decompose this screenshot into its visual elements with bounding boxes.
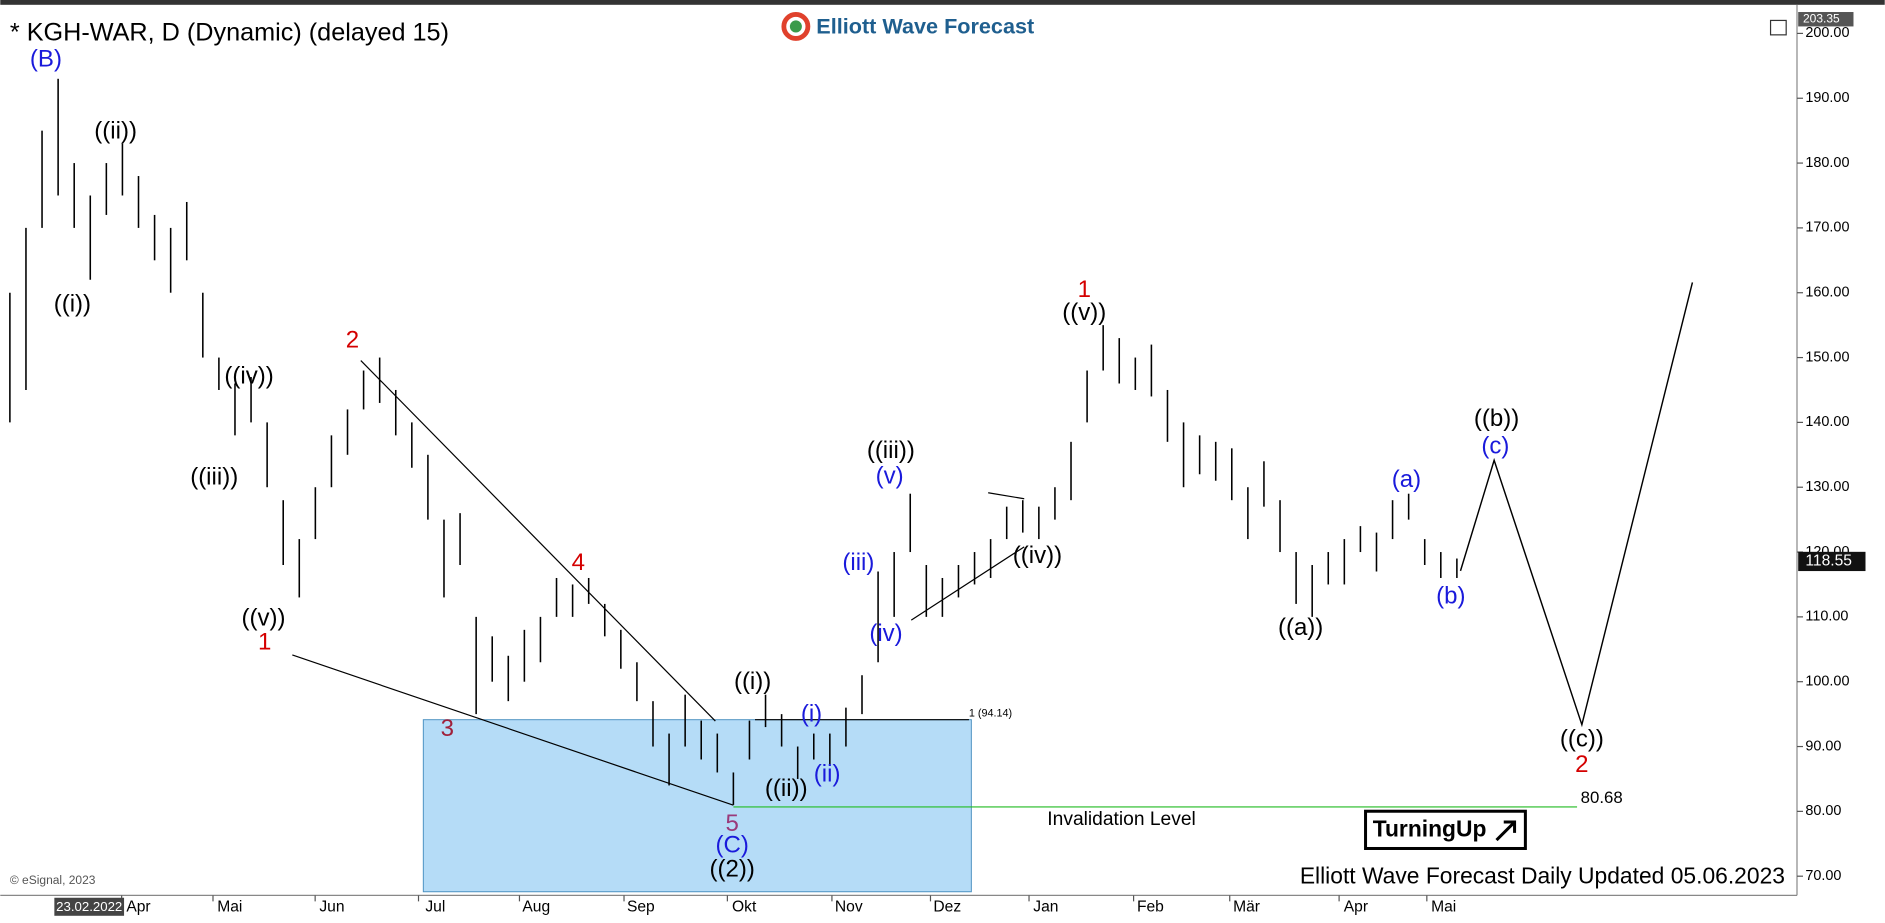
wave-label: 2 (346, 327, 359, 354)
x-tick-label: Aug (522, 899, 550, 916)
x-tick-label: Nov (835, 899, 863, 916)
wave-label: ((iii)) (190, 464, 238, 491)
wave-label: ((a)) (1278, 614, 1323, 641)
wave-label: 1 (258, 628, 271, 655)
wave-label: ((i)) (54, 291, 91, 318)
top-border (0, 0, 1885, 5)
window-icon (1769, 19, 1787, 36)
x-tick-label: Mär (1233, 899, 1260, 916)
wave-label: (iii) (842, 549, 874, 576)
support-zone (422, 719, 972, 893)
wave-label: (C) (716, 831, 749, 858)
badge-text: TurningUp (1373, 815, 1487, 841)
wave-label: ((ii)) (94, 118, 137, 145)
last-price-box (1798, 551, 1866, 572)
y-tick-label: 80.00 (1805, 803, 1841, 819)
trend-line (910, 546, 1025, 621)
trend-line (988, 492, 1025, 500)
y-tick-label: 110.00 (1805, 609, 1848, 625)
wave-label: (B) (30, 45, 62, 72)
y-tick-label: 150.00 (1805, 349, 1849, 365)
x-tick-label: Okt (732, 899, 757, 916)
y-tick-label: 90.00 (1805, 738, 1841, 754)
footer-text: Elliott Wave Forecast Daily Updated 05.0… (1300, 862, 1785, 888)
wave-label: ((iv)) (224, 363, 273, 390)
wave-label: ((v)) (241, 604, 285, 631)
wave-label: (a) (1392, 466, 1421, 493)
start-date: 23.02.2022 (56, 899, 122, 914)
wave-label: (i) (801, 700, 822, 727)
wave-label: ((i)) (734, 668, 771, 695)
wave-label: (ii) (814, 761, 841, 788)
wave-label: ((ii)) (765, 775, 808, 802)
wave-label: ((iii)) (867, 437, 915, 464)
wave-label: 2 (1575, 751, 1588, 778)
wave-label: 3 (441, 715, 454, 742)
top-price-box (1798, 12, 1854, 27)
brand-name: Elliott Wave Forecast (816, 13, 1034, 38)
wave-label: (c) (1481, 432, 1509, 459)
wave-label: 4 (572, 549, 585, 576)
y-tick-label: 130.00 (1805, 479, 1849, 495)
x-tick-label: Jun (319, 899, 344, 916)
invalidation-text: Invalidation Level (1047, 809, 1196, 830)
y-tick-label: 100.00 (1805, 674, 1849, 690)
x-tick-label: Mai (217, 899, 242, 916)
y-tick-label: 180.00 (1805, 155, 1849, 171)
wave-label: (b) (1436, 583, 1465, 610)
fib-label: 1 (94.14) (969, 708, 1012, 720)
y-tick-label: 190.00 (1805, 90, 1849, 106)
wave-label: ((iv)) (1013, 542, 1062, 569)
invalidation-value: 80.68 (1581, 788, 1623, 807)
wave-label: ((b)) (1474, 405, 1519, 432)
x-tick-label: Dez (933, 899, 961, 916)
x-tick-label: Jul (425, 899, 445, 916)
badge-arrow (1495, 820, 1517, 842)
y-tick-label: 140.00 (1805, 414, 1849, 430)
x-tick-label: Apr (1344, 899, 1368, 916)
trend-line (292, 654, 734, 806)
top-price-label: 203.35 (1803, 11, 1840, 25)
wave-label: ((c)) (1560, 726, 1604, 753)
y-tick-label: 170.00 (1805, 220, 1849, 236)
x-tick-label: Sep (627, 899, 655, 916)
y-tick-label: 160.00 (1805, 285, 1849, 301)
x-tick-label: Mai (1431, 899, 1456, 916)
trend-line (360, 360, 716, 722)
last-price-label: 118.55 (1805, 553, 1852, 570)
wave-label: (iv) (869, 620, 902, 647)
brand-logo: Elliott Wave Forecast (781, 12, 1034, 41)
x-tick-label: Apr (126, 899, 150, 916)
logo-icon (781, 12, 811, 41)
y-tick-label: 200.00 (1805, 25, 1849, 41)
y-tick-label: 70.00 (1805, 868, 1841, 884)
copyright: © eSignal, 2023 (10, 873, 96, 887)
wave-label: ((v)) (1062, 299, 1106, 326)
start-date-box (54, 897, 125, 916)
wave-label: ((2)) (710, 855, 755, 882)
badge-box (1364, 809, 1527, 850)
logo-icon-inner (789, 20, 802, 33)
chart-title: * KGH-WAR, D (Dynamic) (delayed 15) (10, 18, 449, 46)
wave-label: (v) (876, 462, 904, 489)
wave-label: 5 (726, 810, 739, 837)
x-tick-label: Jan (1033, 899, 1058, 916)
wave-label: 1 (1078, 276, 1091, 303)
x-tick-label: Feb (1137, 899, 1164, 916)
projection-path (1459, 282, 1694, 728)
